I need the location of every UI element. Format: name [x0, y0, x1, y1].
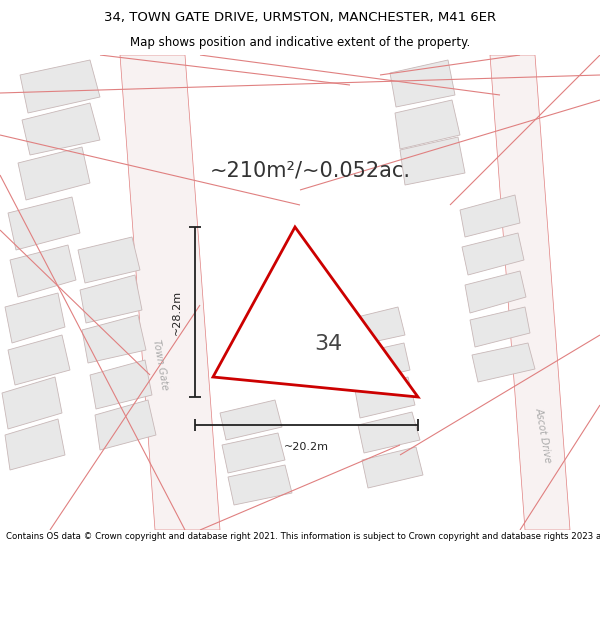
Polygon shape — [82, 315, 146, 363]
Polygon shape — [362, 447, 423, 488]
Polygon shape — [18, 147, 90, 200]
Polygon shape — [395, 100, 460, 149]
Polygon shape — [80, 275, 142, 323]
Polygon shape — [22, 103, 100, 155]
Polygon shape — [220, 400, 282, 440]
Polygon shape — [400, 137, 465, 185]
Text: Contains OS data © Crown copyright and database right 2021. This information is : Contains OS data © Crown copyright and d… — [6, 532, 600, 541]
Text: Town Gate: Town Gate — [151, 339, 169, 391]
Polygon shape — [78, 237, 140, 283]
Polygon shape — [462, 233, 524, 275]
Polygon shape — [120, 55, 220, 530]
Polygon shape — [10, 245, 76, 297]
Polygon shape — [358, 412, 420, 453]
Polygon shape — [5, 419, 65, 470]
Polygon shape — [8, 335, 70, 385]
Text: ~210m²/~0.052ac.: ~210m²/~0.052ac. — [209, 160, 410, 180]
Polygon shape — [350, 343, 410, 383]
Polygon shape — [8, 197, 80, 250]
Text: ~28.2m: ~28.2m — [172, 289, 182, 334]
Text: 34: 34 — [314, 334, 343, 354]
Polygon shape — [222, 433, 285, 473]
Polygon shape — [20, 60, 100, 113]
Polygon shape — [390, 60, 455, 107]
Text: Ascot Drive: Ascot Drive — [533, 406, 553, 464]
Text: ~20.2m: ~20.2m — [284, 442, 329, 452]
Polygon shape — [228, 465, 292, 505]
Polygon shape — [95, 400, 156, 450]
Polygon shape — [345, 307, 405, 347]
Polygon shape — [470, 307, 530, 347]
Text: Map shows position and indicative extent of the property.: Map shows position and indicative extent… — [130, 36, 470, 49]
Polygon shape — [2, 377, 62, 429]
Text: 34, TOWN GATE DRIVE, URMSTON, MANCHESTER, M41 6ER: 34, TOWN GATE DRIVE, URMSTON, MANCHESTER… — [104, 11, 496, 24]
Polygon shape — [460, 195, 520, 237]
Polygon shape — [465, 271, 526, 313]
Polygon shape — [213, 227, 418, 397]
Polygon shape — [490, 55, 570, 530]
Polygon shape — [5, 293, 65, 343]
Polygon shape — [472, 343, 535, 382]
Polygon shape — [90, 360, 152, 409]
Polygon shape — [355, 377, 415, 418]
